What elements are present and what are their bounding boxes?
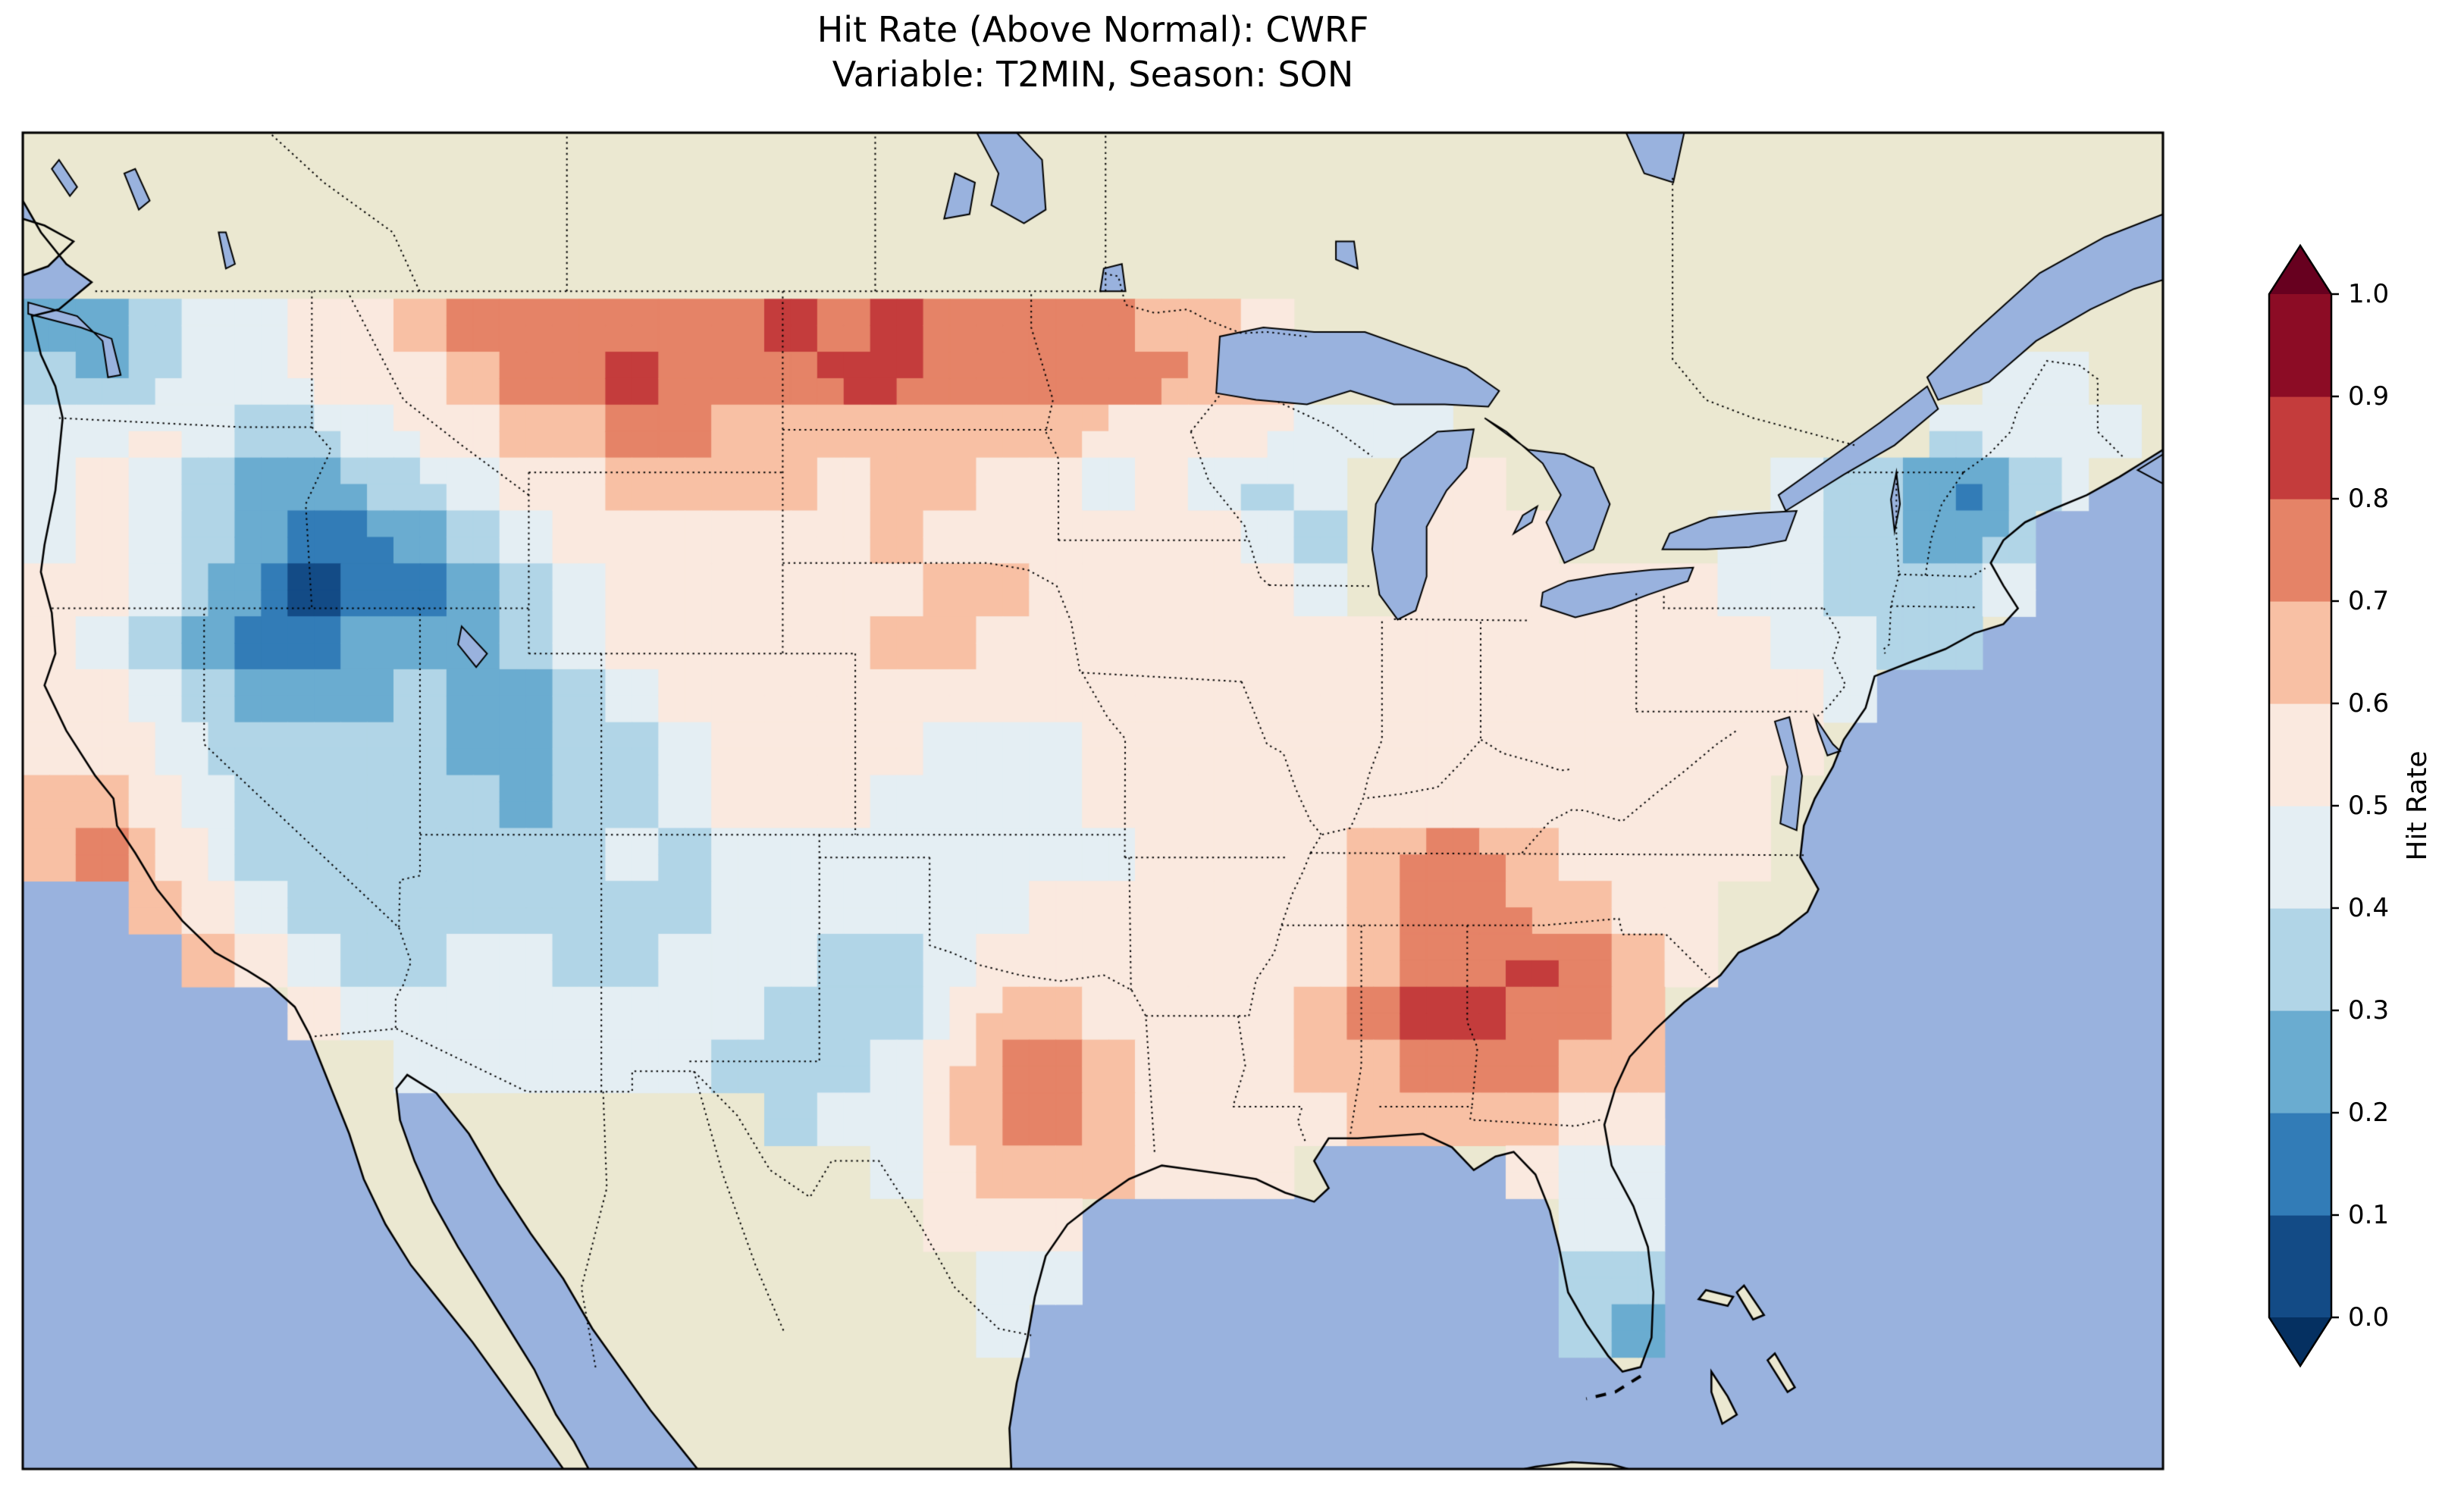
colorbar-tick-label: 0.3 xyxy=(2348,995,2389,1026)
colorbar-tick-label: 0.1 xyxy=(2348,1200,2389,1230)
chart-title-line2: Variable: T2MIN, Season: SON xyxy=(832,53,1354,95)
colorbar-tick-label: 0.5 xyxy=(2348,791,2389,821)
colorbar-segment xyxy=(2269,1010,2331,1113)
colorbar-segment xyxy=(2269,1215,2331,1318)
colorbar-tick-label: 1.0 xyxy=(2348,279,2389,309)
colorbar-tick-label: 0.4 xyxy=(2348,893,2389,923)
colorbar-segment xyxy=(2269,294,2331,397)
colorbar-tick-label: 0.9 xyxy=(2348,381,2389,412)
colorbar: 0.0 0.1 0.2 0.3 0.4 0.5 0.6 0.7 0.8 0.9 1.0 Hit Rat… xyxy=(2268,243,2433,1368)
colorbar-segment xyxy=(2269,601,2331,704)
colorbar-tick-label: 0.8 xyxy=(2348,484,2389,514)
colorbar-segment xyxy=(2269,806,2331,909)
colorbar-tick-label: 0.0 xyxy=(2348,1302,2389,1333)
colorbar-tick-label: 0.2 xyxy=(2348,1098,2389,1128)
colorbar-axis-label: Hit Rate xyxy=(2402,750,2433,860)
colorbar-segment xyxy=(2269,396,2331,500)
chart-title-line1: Hit Rate (Above Normal): CWRF xyxy=(817,9,1369,50)
colorbar-tick-label: 0.6 xyxy=(2348,688,2389,719)
colorbar-under-arrow xyxy=(2269,1317,2331,1366)
colorbar-segment xyxy=(2269,703,2331,807)
colorbar-over-arrow xyxy=(2269,246,2331,294)
colorbar-segment xyxy=(2269,1113,2331,1216)
colorbar-segment xyxy=(2269,499,2331,602)
chart-title: Hit Rate (Above Normal): CWRF Variable: … xyxy=(23,8,2163,97)
colorbar-tick-label: 0.7 xyxy=(2348,586,2389,616)
colorbar-segment xyxy=(2269,908,2331,1011)
